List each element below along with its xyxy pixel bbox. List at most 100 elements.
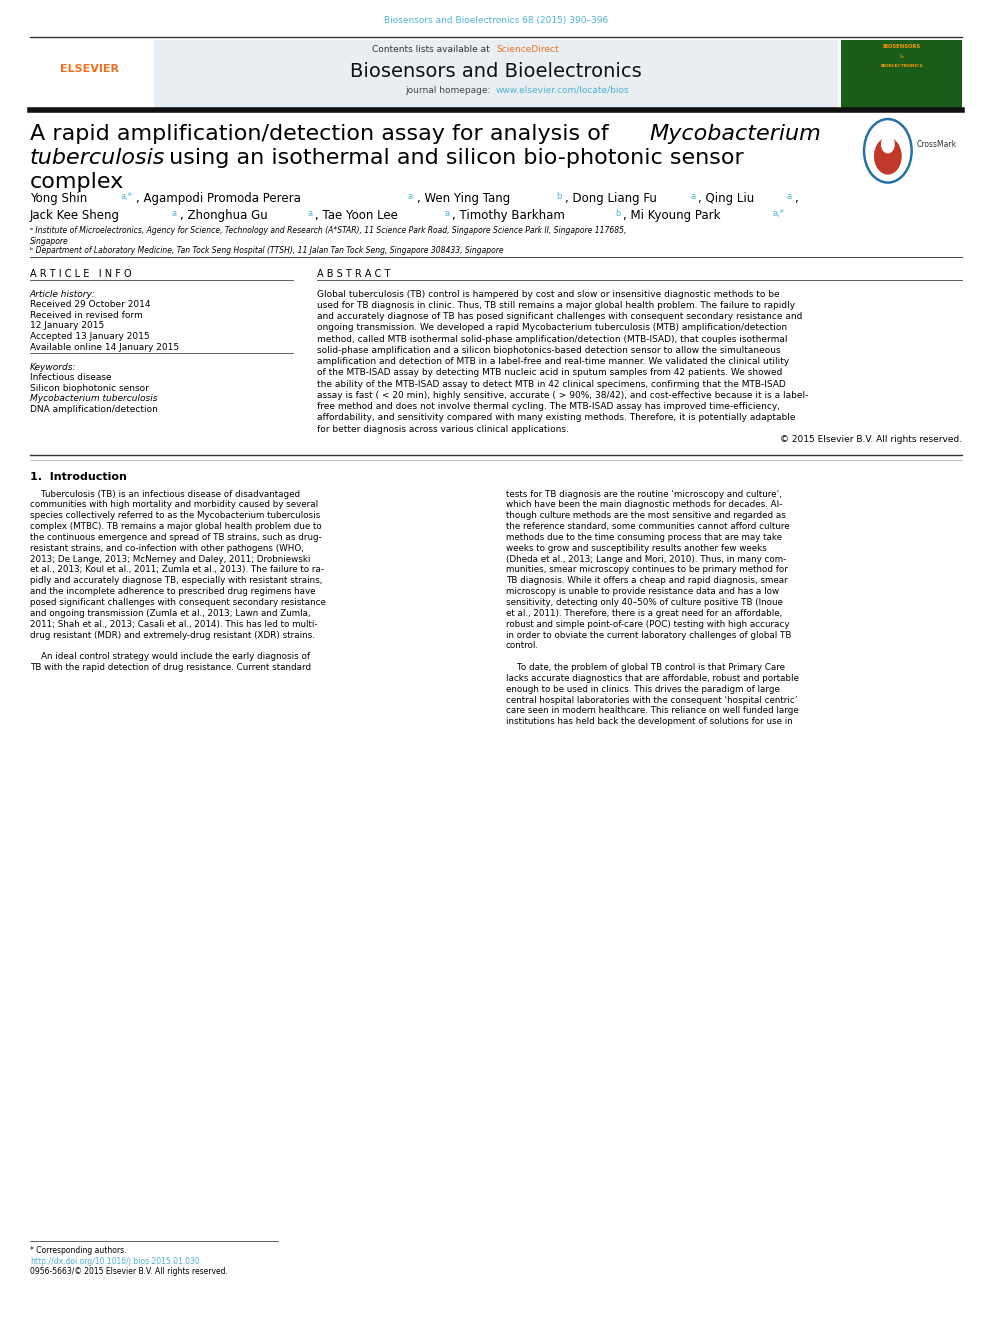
Text: weeks to grow and susceptibility results another few weeks: weeks to grow and susceptibility results… [506,544,767,553]
Text: , Agampodi Promoda Perera: , Agampodi Promoda Perera [136,192,305,205]
Text: 0956-5663/© 2015 Elsevier B.V. All rights reserved.: 0956-5663/© 2015 Elsevier B.V. All right… [30,1267,227,1277]
Text: Accepted 13 January 2015: Accepted 13 January 2015 [30,332,150,341]
Text: An ideal control strategy would include the early diagnosis of: An ideal control strategy would include … [30,652,310,662]
Text: a: a [787,192,792,201]
Text: pidly and accurately diagnose TB, especially with resistant strains,: pidly and accurately diagnose TB, especi… [30,577,322,585]
Text: robust and simple point-of-care (POC) testing with high accuracy: robust and simple point-of-care (POC) te… [506,619,790,628]
Text: tests for TB diagnosis are the routine ‘microscopy and culture’,: tests for TB diagnosis are the routine ‘… [506,490,782,499]
Text: http://dx.doi.org/10.1016/j.bios.2015.01.030: http://dx.doi.org/10.1016/j.bios.2015.01… [30,1257,199,1266]
Text: a: a [408,192,413,201]
Text: for better diagnosis across various clinical applications.: for better diagnosis across various clin… [317,425,569,434]
Text: Biosensors and Bioelectronics 68 (2015) 390–396: Biosensors and Bioelectronics 68 (2015) … [384,16,608,25]
Text: A B S T R A C T: A B S T R A C T [317,269,391,279]
Text: , Tae Yoon Lee: , Tae Yoon Lee [315,209,402,222]
Text: tuberculosis: tuberculosis [30,148,165,168]
Text: ᵇ Department of Laboratory Medicine, Tan Tock Seng Hospital (TTSH), 11 Jalan Tan: ᵇ Department of Laboratory Medicine, Tan… [30,246,503,255]
Text: Jack Kee Sheng: Jack Kee Sheng [30,209,124,222]
Text: a: a [308,209,312,218]
Text: &: & [900,54,904,60]
Text: used for TB diagnosis in clinic. Thus, TB still remains a major global health pr: used for TB diagnosis in clinic. Thus, T… [317,300,796,310]
Text: the ability of the MTB-ISAD assay to detect MTB in 42 clinical specimens, confir: the ability of the MTB-ISAD assay to det… [317,380,787,389]
Text: To date, the problem of global TB control is that Primary Care: To date, the problem of global TB contro… [506,663,785,672]
Text: ScienceDirect: ScienceDirect [496,45,558,54]
Circle shape [881,135,895,153]
Text: and accurately diagnose of TB has posed significant challenges with consequent s: and accurately diagnose of TB has posed … [317,312,803,321]
Text: DNA amplification/detection: DNA amplification/detection [30,405,158,414]
Text: Contents lists available at: Contents lists available at [372,45,493,54]
Text: 2013; De Lange, 2013; McNerney and Daley, 2011; Drobniewski: 2013; De Lange, 2013; McNerney and Daley… [30,554,310,564]
Text: enough to be used in clinics. This drives the paradigm of large: enough to be used in clinics. This drive… [506,685,780,693]
Text: , Mi Kyoung Park: , Mi Kyoung Park [623,209,724,222]
Text: , Qing Liu: , Qing Liu [698,192,758,205]
Text: Singapore: Singapore [30,237,68,246]
Text: 2011; Shah et al., 2013; Casali et al., 2014). This has led to multi-: 2011; Shah et al., 2013; Casali et al., … [30,619,317,628]
Text: Silicon biophotonic sensor: Silicon biophotonic sensor [30,384,149,393]
Text: Global tuberculosis (TB) control is hampered by cost and slow or insensitive dia: Global tuberculosis (TB) control is hamp… [317,290,780,299]
Text: communities with high mortality and morbidity caused by several: communities with high mortality and morb… [30,500,317,509]
Text: , Timothy Barkham: , Timothy Barkham [452,209,569,222]
Text: institutions has held back the development of solutions for use in: institutions has held back the developme… [506,717,793,726]
Text: affordability, and sensitivity compared with many existing methods. Therefore, i: affordability, and sensitivity compared … [317,413,796,422]
Text: free method and does not involve thermal cycling. The MTB-ISAD assay has improve: free method and does not involve thermal… [317,402,781,411]
Text: method, called MTB isothermal solid-phase amplification/detection (MTB-ISAD), th: method, called MTB isothermal solid-phas… [317,335,788,344]
Text: , Zhonghua Gu: , Zhonghua Gu [180,209,271,222]
Text: Article history:: Article history: [30,290,95,299]
Text: assay is fast ( < 20 min), highly sensitive, accurate ( > 90%, 38/42), and cost-: assay is fast ( < 20 min), highly sensit… [317,392,808,400]
Text: journal homepage:: journal homepage: [405,86,493,95]
Text: Mycobacterium: Mycobacterium [650,124,821,144]
Text: Biosensors and Bioelectronics: Biosensors and Bioelectronics [350,62,642,81]
Text: Keywords:: Keywords: [30,363,76,372]
Text: control.: control. [506,642,539,651]
Text: sensitivity, detecting only 40–50% of culture positive TB (Inoue: sensitivity, detecting only 40–50% of cu… [506,598,783,607]
Text: www.elsevier.com/locate/bios: www.elsevier.com/locate/bios [496,86,630,95]
Text: A R T I C L E   I N F O: A R T I C L E I N F O [30,269,131,279]
FancyBboxPatch shape [841,40,962,108]
Text: using an isothermal and silicon bio-photonic sensor: using an isothermal and silicon bio-phot… [162,148,743,168]
Text: species collectively referred to as the Mycobacterium tuberculosis: species collectively referred to as the … [30,511,320,520]
Text: care seen in modern healthcare. This reliance on well funded large: care seen in modern healthcare. This rel… [506,706,799,716]
Text: A rapid amplification/detection assay for analysis of: A rapid amplification/detection assay fo… [30,124,616,144]
Text: the reference standard, some communities cannot afford culture: the reference standard, some communities… [506,523,790,531]
Text: lacks accurate diagnostics that are affordable, robust and portable: lacks accurate diagnostics that are affo… [506,673,799,683]
Text: et al., 2011). Therefore, there is a great need for an affordable,: et al., 2011). Therefore, there is a gre… [506,609,782,618]
Text: in order to obviate the current laboratory challenges of global TB: in order to obviate the current laborato… [506,631,792,639]
Text: Infectious disease: Infectious disease [30,373,111,382]
FancyBboxPatch shape [154,40,838,108]
Text: b: b [557,192,561,201]
Text: resistant strains, and co-infection with other pathogens (WHO,: resistant strains, and co-infection with… [30,544,304,553]
Text: , Dong Liang Fu: , Dong Liang Fu [565,192,661,205]
Text: a: a [172,209,177,218]
Text: 12 January 2015: 12 January 2015 [30,321,104,331]
Text: TB diagnosis. While it offers a cheap and rapid diagnosis, smear: TB diagnosis. While it offers a cheap an… [506,577,788,585]
Text: microscopy is unable to provide resistance data and has a low: microscopy is unable to provide resistan… [506,587,779,597]
Text: ongoing transmission. We developed a rapid Mycobacterium tuberculosis (MTB) ampl: ongoing transmission. We developed a rap… [317,323,788,332]
Text: (Dheda et al., 2013; Lange and Mori, 2010). Thus, in many com-: (Dheda et al., 2013; Lange and Mori, 201… [506,554,787,564]
Text: though culture methods are the most sensitive and regarded as: though culture methods are the most sens… [506,511,786,520]
Text: drug resistant (MDR) and extremely-drug resistant (XDR) strains.: drug resistant (MDR) and extremely-drug … [30,631,314,639]
Text: complex (MTBC). TB remains a major global health problem due to: complex (MTBC). TB remains a major globa… [30,523,321,531]
Text: solid-phase amplification and a silicon biophotonics-based detection sensor to a: solid-phase amplification and a silicon … [317,345,781,355]
Text: Received 29 October 2014: Received 29 October 2014 [30,300,150,310]
Text: © 2015 Elsevier B.V. All rights reserved.: © 2015 Elsevier B.V. All rights reserved… [780,435,962,445]
FancyBboxPatch shape [30,40,151,108]
Text: methods due to the time consuming process that are may take: methods due to the time consuming proces… [506,533,782,542]
Text: et al., 2013; Koul et al., 2011; Zumla et al., 2013). The failure to ra-: et al., 2013; Koul et al., 2011; Zumla e… [30,565,323,574]
Text: ELSEVIER: ELSEVIER [60,64,119,74]
Text: 1.  Introduction: 1. Introduction [30,472,127,483]
Text: ,: , [795,192,799,205]
Text: ᵃ Institute of Microelectronics, Agency for Science, Technology and Research (A*: ᵃ Institute of Microelectronics, Agency … [30,226,626,235]
Text: the continuous emergence and spread of TB strains, such as drug-: the continuous emergence and spread of T… [30,533,321,542]
Text: munities, smear microscopy continues to be primary method for: munities, smear microscopy continues to … [506,565,788,574]
Text: Yong Shin: Yong Shin [30,192,90,205]
Text: Available online 14 January 2015: Available online 14 January 2015 [30,343,179,352]
Text: CrossMark: CrossMark [917,140,956,149]
Text: , Wen Ying Tang: , Wen Ying Tang [417,192,514,205]
Text: a,*: a,* [120,192,132,201]
Text: a: a [690,192,695,201]
Text: Mycobacterium tuberculosis: Mycobacterium tuberculosis [30,394,158,404]
Text: which have been the main diagnostic methods for decades. Al-: which have been the main diagnostic meth… [506,500,782,509]
Text: a: a [444,209,449,218]
Text: complex: complex [30,172,124,192]
Text: a,*: a,* [773,209,785,218]
Text: and ongoing transmission (Zumla et al., 2013; Lawn and Zumla,: and ongoing transmission (Zumla et al., … [30,609,310,618]
